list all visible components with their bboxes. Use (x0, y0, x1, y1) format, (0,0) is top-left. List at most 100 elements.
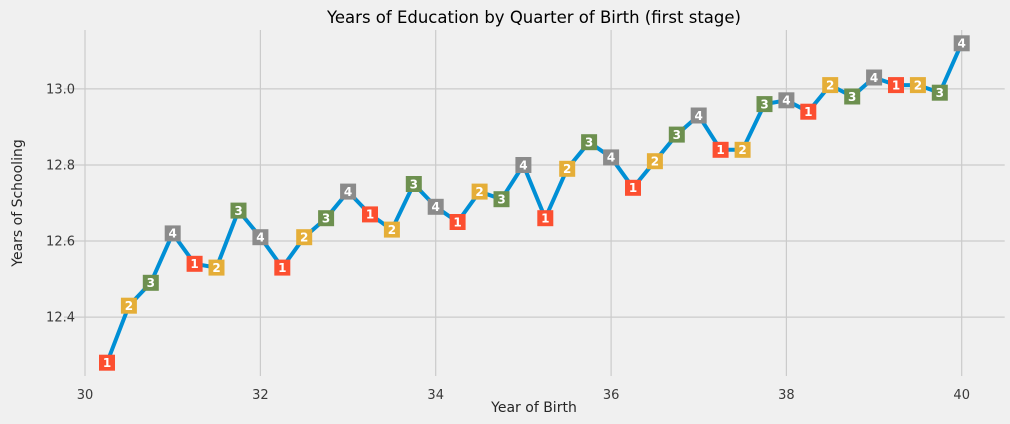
quarter-marker-label: 2 (826, 78, 834, 92)
quarter-marker-label: 3 (673, 128, 681, 142)
marker-1935-q3: 3 (581, 134, 598, 151)
quarter-marker-label: 1 (453, 215, 461, 229)
marker-1930-q4: 4 (164, 225, 181, 242)
quarter-1-marker-box (274, 259, 291, 276)
y-tick-13.0: 13.0 (46, 82, 75, 97)
quarter-4-marker-box (953, 35, 970, 52)
quarter-1-marker-box (888, 77, 904, 94)
quarter-marker-label: 3 (848, 90, 856, 104)
quarter-3-marker-box (756, 96, 773, 113)
quarter-1-marker-box (99, 354, 115, 371)
quarter-marker-label: 1 (103, 356, 111, 370)
quarter-marker-label: 2 (300, 231, 308, 245)
quarter-marker-label: 1 (892, 78, 900, 92)
quarter-marker-label: 2 (651, 155, 659, 169)
marker-1938-q2: 2 (822, 77, 839, 94)
quarter-4-marker-box (515, 157, 532, 173)
quarter-2-marker-box (734, 141, 751, 158)
quarter-marker-label: 4 (782, 94, 790, 108)
marker-1930-q1: 1 (99, 354, 115, 371)
marker-1937-q2: 2 (734, 141, 751, 158)
quarter-marker-label: 2 (914, 78, 922, 92)
y-axis-label: Years of Schooling (10, 139, 26, 267)
quarter-2-marker-box (909, 77, 926, 94)
marker-1933-q3: 3 (405, 176, 422, 192)
quarter-4-marker-box (252, 229, 269, 246)
quarter-2-marker-box (559, 160, 576, 177)
quarter-marker-label: 4 (519, 158, 527, 172)
quarter-2-marker-box (646, 153, 663, 170)
quarter-marker-label: 1 (716, 143, 724, 157)
quarter-marker-label: 3 (322, 212, 330, 226)
marker-1936-q1: 1 (625, 179, 641, 196)
marker-1933-q4: 4 (427, 198, 444, 215)
quarter-marker-label: 2 (388, 223, 396, 237)
quarter-marker-label: 4 (344, 185, 352, 199)
quarter-4-marker-box (690, 107, 707, 124)
marker-1930-q3: 3 (142, 274, 159, 291)
quarter-marker-label: 3 (585, 136, 593, 150)
quarter-marker-label: 2 (563, 162, 571, 176)
quarter-marker-label: 4 (607, 151, 615, 165)
y-tick-12.6: 12.6 (46, 235, 75, 250)
quarter-marker-label: 4 (256, 231, 264, 245)
marker-1939-q2: 2 (909, 77, 926, 94)
quarter-marker-label: 1 (541, 212, 549, 226)
marker-1938-q1: 1 (800, 103, 817, 120)
quarter-3-marker-box (142, 274, 159, 291)
quarter-1-marker-box (625, 179, 641, 196)
quarter-2-marker-box (208, 259, 225, 276)
x-tick-34: 34 (427, 388, 444, 403)
quarter-3-marker-box (844, 88, 861, 105)
quarter-3-marker-box (931, 84, 948, 101)
y-tick-12.4: 12.4 (46, 311, 75, 326)
marker-1932-q1: 1 (274, 259, 291, 276)
marker-1934-q4: 4 (515, 157, 532, 173)
x-tick-30: 30 (77, 388, 94, 403)
quarter-2-marker-box (120, 297, 137, 314)
marker-1931-q2: 2 (208, 259, 225, 276)
marker-1936-q4: 4 (690, 107, 707, 124)
marker-1939-q3: 3 (931, 84, 948, 101)
quarter-1-marker-box (537, 210, 554, 227)
quarter-marker-label: 2 (212, 261, 220, 275)
marker-1939-q1: 1 (888, 77, 904, 94)
chart-title: Years of Education by Quarter of Birth (… (326, 8, 741, 27)
quarter-marker-label: 1 (629, 181, 637, 195)
quarter-4-marker-box (427, 198, 444, 215)
quarter-3-marker-box (405, 176, 422, 192)
marker-1930-q2: 2 (120, 297, 137, 314)
marker-1938-q4: 4 (866, 69, 883, 86)
x-tick-38: 38 (778, 388, 795, 403)
quarter-4-marker-box (866, 69, 883, 86)
quarter-marker-label: 2 (738, 143, 746, 157)
quarter-2-marker-box (383, 221, 400, 238)
marker-1931-q4: 4 (252, 229, 269, 246)
marker-1937-q1: 1 (712, 141, 729, 158)
marker-1933-q1: 1 (362, 206, 378, 223)
y-tick-12.8: 12.8 (46, 159, 75, 174)
grid-layer (64, 30, 1005, 376)
marker-1932-q3: 3 (318, 210, 335, 227)
quarter-marker-label: 3 (234, 204, 242, 218)
quarter-1-marker-box (362, 206, 378, 223)
marker-1933-q2: 2 (383, 221, 400, 238)
quarter-marker-label: 1 (366, 208, 374, 222)
marker-1932-q4: 4 (340, 183, 357, 200)
quarter-4-marker-box (603, 149, 620, 166)
quarter-marker-label: 3 (760, 97, 768, 111)
quarter-4-marker-box (340, 183, 357, 200)
marker-1937-q4: 4 (778, 92, 795, 109)
quarter-marker-label: 4 (870, 71, 878, 85)
marker-1935-q1: 1 (537, 210, 554, 227)
quarter-marker-label: 1 (804, 105, 812, 119)
marker-1934-q3: 3 (493, 191, 510, 208)
quarter-marker-label: 4 (432, 200, 440, 214)
quarter-1-marker-box (449, 214, 466, 230)
quarter-marker-label: 3 (497, 193, 505, 207)
marker-1935-q4: 4 (603, 149, 620, 166)
